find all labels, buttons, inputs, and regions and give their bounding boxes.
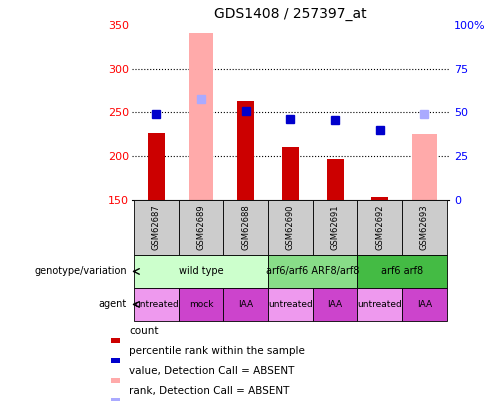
Text: GSM62691: GSM62691 [330,205,340,250]
Bar [268,200,313,255]
Bar [148,134,165,200]
Text: GSM62687: GSM62687 [152,205,161,250]
Text: untreated: untreated [357,300,402,309]
Bar [134,255,268,288]
Bar [402,200,447,255]
Bar [326,159,344,200]
Bar [179,200,224,255]
Bar [268,288,313,321]
Bar [111,378,120,383]
Bar [134,288,179,321]
Bar [412,134,437,200]
Text: untreated: untreated [268,300,313,309]
Text: mock: mock [189,300,213,309]
Bar [313,288,357,321]
Bar [189,33,213,200]
Text: arf6 arf8: arf6 arf8 [381,266,423,277]
Bar [357,288,402,321]
Bar [371,197,388,200]
Text: genotype/variation: genotype/variation [34,266,127,277]
Bar [282,147,299,200]
Bar [111,398,120,403]
Text: IAA: IAA [417,300,432,309]
Bar [224,200,268,255]
Bar [268,255,357,288]
Bar [224,288,268,321]
Bar [237,101,254,200]
Text: GSM62688: GSM62688 [241,205,250,250]
Bar [402,288,447,321]
Text: GSM62692: GSM62692 [375,205,384,250]
Text: percentile rank within the sample: percentile rank within the sample [129,346,305,356]
Text: value, Detection Call = ABSENT: value, Detection Call = ABSENT [129,366,295,376]
Text: IAA: IAA [238,300,253,309]
Text: GSM62689: GSM62689 [197,205,205,250]
Bar [357,255,447,288]
Bar [357,200,402,255]
Text: agent: agent [99,299,127,309]
Bar [313,200,357,255]
Text: count: count [129,326,159,336]
Bar [111,338,120,343]
Text: IAA: IAA [327,300,343,309]
Bar [179,288,224,321]
Text: GSM62693: GSM62693 [420,205,429,250]
Bar [134,200,179,255]
Text: arf6/arf6 ARF8/arf8: arf6/arf6 ARF8/arf8 [266,266,359,277]
Text: untreated: untreated [134,300,179,309]
Text: wild type: wild type [179,266,224,277]
Text: rank, Detection Call = ABSENT: rank, Detection Call = ABSENT [129,386,290,396]
Title: GDS1408 / 257397_at: GDS1408 / 257397_at [214,7,366,21]
Text: GSM62690: GSM62690 [286,205,295,250]
Bar [111,358,120,363]
